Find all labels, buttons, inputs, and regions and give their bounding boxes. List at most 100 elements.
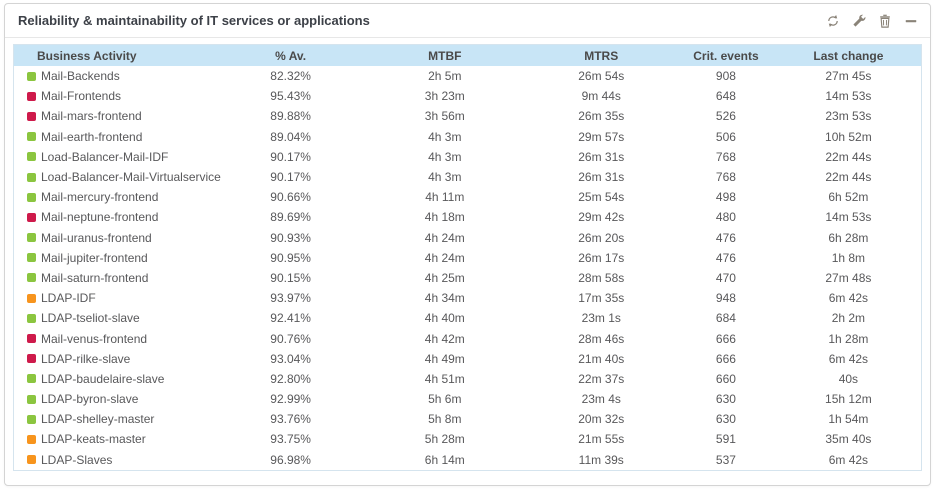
- mtrs-cell: 21m 55s: [578, 432, 625, 447]
- table-row[interactable]: Load-Balancer-Mail-Virtualservice 90.17%…: [14, 166, 921, 188]
- col-header-business-activity[interactable]: Business Activity: [37, 48, 137, 63]
- status-icon: [27, 455, 36, 465]
- table-row[interactable]: Mail-Frontends 95.43% 3h 23m 9m 44s 648 …: [14, 86, 921, 107]
- table-header-row: Business Activity % Av. MTBF MTRS Crit. …: [14, 45, 921, 66]
- trash-icon[interactable]: [877, 13, 892, 28]
- activity-cell: LDAP-tseliot-slave: [14, 311, 218, 325]
- col-header-availability[interactable]: % Av.: [275, 48, 307, 63]
- table-row[interactable]: Mail-mars-frontend 89.88% 3h 56m 26m 35s…: [14, 106, 921, 127]
- table-body: Mail-Backends 82.32% 2h 5m 26m 54s 908 2…: [14, 66, 921, 470]
- activity-label: LDAP-byron-slave: [41, 392, 139, 407]
- crit-events-cell: 537: [715, 452, 736, 467]
- activity-label: Load-Balancer-Mail-Virtualservice: [41, 170, 221, 185]
- table-row[interactable]: LDAP-keats-master 93.75% 5h 28m 21m 55s …: [14, 429, 921, 450]
- mtrs-cell: 23m 1s: [581, 311, 621, 326]
- last-change-cell: 14m 53s: [825, 89, 872, 104]
- availability-cell: 90.17%: [270, 149, 311, 164]
- activity-cell: LDAP-keats-master: [14, 432, 218, 446]
- status-icon: [27, 233, 36, 243]
- table-row[interactable]: Load-Balancer-Mail-IDF 90.17% 4h 3m 26m …: [14, 146, 921, 167]
- availability-cell: 93.04%: [270, 351, 311, 366]
- availability-cell: 92.80%: [270, 371, 311, 386]
- last-change-cell: 27m 48s: [825, 270, 872, 285]
- table-row[interactable]: LDAP-rilke-slave 93.04% 4h 49m 21m 40s 6…: [14, 348, 921, 369]
- last-change-cell: 6m 42s: [828, 351, 869, 366]
- activity-cell: Mail-earth-frontend: [14, 130, 218, 144]
- wrench-icon[interactable]: [851, 13, 866, 28]
- col-header-last-change[interactable]: Last change: [813, 48, 884, 63]
- availability-cell: 90.15%: [270, 270, 311, 285]
- mtbf-cell: 4h 51m: [424, 371, 465, 386]
- activity-cell: Mail-venus-frontend: [14, 332, 218, 346]
- crit-events-cell: 630: [715, 412, 736, 427]
- table-row[interactable]: Mail-venus-frontend 90.76% 4h 42m 28m 46…: [14, 328, 921, 349]
- table-row[interactable]: Mail-uranus-frontend 90.93% 4h 24m 26m 2…: [14, 227, 921, 248]
- last-change-cell: 2h 2m: [831, 311, 866, 326]
- table-row[interactable]: LDAP-tseliot-slave 92.41% 4h 40m 23m 1s …: [14, 308, 921, 329]
- crit-events-cell: 908: [715, 69, 736, 84]
- availability-cell: 90.95%: [270, 250, 311, 265]
- collapse-icon[interactable]: [903, 13, 918, 28]
- table-row[interactable]: LDAP-byron-slave 92.99% 5h 6m 23m 4s 630…: [14, 389, 921, 410]
- table-row[interactable]: LDAP-IDF 93.97% 4h 34m 17m 35s 948 6m 42…: [14, 288, 921, 309]
- table-row[interactable]: Mail-saturn-frontend 90.15% 4h 25m 28m 5…: [14, 267, 921, 289]
- availability-cell: 90.76%: [270, 331, 311, 346]
- activity-cell: LDAP-Slaves: [14, 453, 218, 467]
- refresh-icon[interactable]: [825, 13, 840, 28]
- status-icon: [27, 293, 36, 303]
- last-change-cell: 6m 42s: [828, 291, 869, 306]
- mtbf-cell: 4h 11m: [425, 190, 465, 205]
- status-icon: [27, 273, 36, 283]
- crit-events-cell: 648: [715, 89, 736, 104]
- crit-events-cell: 948: [715, 291, 736, 306]
- mtrs-cell: 20m 32s: [578, 412, 625, 427]
- mtrs-cell: 28m 46s: [578, 331, 625, 346]
- availability-cell: 90.66%: [270, 190, 311, 205]
- mtrs-cell: 26m 17s: [578, 250, 625, 265]
- mtrs-cell: 17m 35s: [578, 291, 625, 306]
- mtrs-cell: 26m 31s: [578, 149, 625, 164]
- activity-cell: Load-Balancer-Mail-Virtualservice: [14, 170, 221, 185]
- table-row[interactable]: LDAP-baudelaire-slave 92.80% 4h 51m 22m …: [14, 368, 921, 389]
- mtrs-cell: 9m 44s: [581, 89, 621, 104]
- availability-cell: 93.76%: [270, 412, 311, 427]
- crit-events-cell: 470: [715, 270, 736, 285]
- activity-label: Mail-uranus-frontend: [41, 230, 152, 245]
- activity-label: LDAP-shelley-master: [41, 412, 155, 427]
- status-icon: [27, 253, 36, 263]
- panel-header: Reliability & maintainability of IT serv…: [5, 4, 930, 38]
- status-icon: [27, 414, 36, 424]
- table-row[interactable]: Mail-earth-frontend 89.04% 4h 3m 29m 57s…: [14, 126, 921, 147]
- activity-cell: Mail-saturn-frontend: [14, 271, 218, 285]
- last-change-cell: 1h 54m: [828, 412, 869, 427]
- col-header-mtrs[interactable]: MTRS: [584, 48, 619, 63]
- mtbf-cell: 4h 49m: [424, 351, 465, 366]
- mtbf-cell: 4h 42m: [424, 331, 465, 346]
- activity-label: LDAP-tseliot-slave: [41, 311, 140, 326]
- availability-cell: 89.88%: [270, 109, 311, 124]
- status-icon: [27, 354, 36, 364]
- table-row[interactable]: LDAP-shelley-master 93.76% 5h 8m 20m 32s…: [14, 409, 921, 430]
- availability-cell: 95.43%: [270, 89, 311, 104]
- last-change-cell: 35m 40s: [825, 432, 872, 447]
- last-change-cell: 22m 44s: [825, 149, 872, 164]
- activity-cell: Load-Balancer-Mail-IDF: [14, 150, 218, 164]
- activity-cell: LDAP-baudelaire-slave: [14, 372, 218, 386]
- availability-cell: 96.98%: [270, 452, 311, 467]
- status-icon: [27, 374, 36, 384]
- mtbf-cell: 4h 24m: [424, 250, 465, 265]
- table-row[interactable]: Mail-mercury-frontend 90.66% 4h 11m 25m …: [14, 187, 921, 208]
- col-header-crit-events[interactable]: Crit. events: [693, 48, 759, 63]
- table-row[interactable]: Mail-jupiter-frontend 90.95% 4h 24m 26m …: [14, 247, 921, 268]
- table-row[interactable]: LDAP-Slaves 96.98% 6h 14m 11m 39s 537 6m…: [14, 449, 921, 470]
- activity-label: Mail-mars-frontend: [41, 109, 142, 124]
- reliability-table: Business Activity % Av. MTBF MTRS Crit. …: [13, 44, 922, 471]
- table-row[interactable]: Mail-Backends 82.32% 2h 5m 26m 54s 908 2…: [14, 66, 921, 87]
- activity-label: Mail-neptune-frontend: [41, 210, 159, 225]
- table-row[interactable]: Mail-neptune-frontend 89.69% 4h 18m 29m …: [14, 207, 921, 228]
- last-change-cell: 27m 45s: [825, 69, 872, 84]
- mtrs-cell: 26m 35s: [578, 109, 625, 124]
- crit-events-cell: 768: [715, 170, 736, 185]
- activity-cell: Mail-uranus-frontend: [14, 231, 218, 245]
- col-header-mtbf[interactable]: MTBF: [428, 48, 462, 63]
